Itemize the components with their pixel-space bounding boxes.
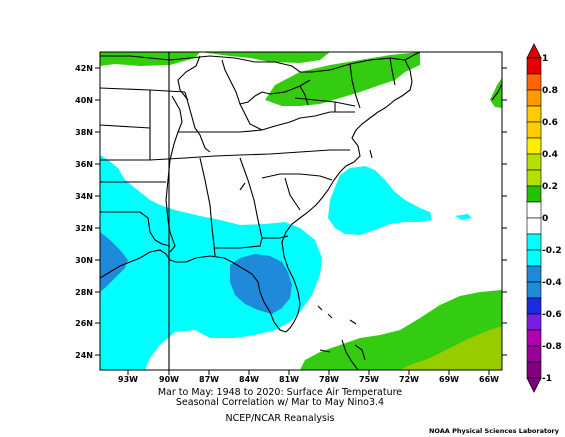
colorbar-label: -0.4: [542, 278, 562, 288]
colorbar-swatch: [526, 297, 542, 315]
colorbar-top-arrow: [526, 43, 542, 59]
shaded-regions: [100, 52, 502, 370]
colorbar-swatch: [526, 233, 542, 251]
map-title-line1: Mar to May: 1948 to 2020: Surface Air Te…: [157, 387, 403, 398]
colorbar-swatch: [526, 265, 542, 283]
longitude-axis: 93W 90W 87W 84W 81W 78W 75W 72W 69W 66W: [118, 370, 499, 384]
yellowgreen-region-southeast: [400, 326, 502, 370]
colorbar-label: 0.4: [542, 150, 558, 160]
lat-tick-label: 28N: [75, 288, 93, 297]
colorbar-swatch: [526, 137, 542, 155]
lat-tick-label: 24N: [75, 351, 93, 360]
lat-tick-label: 36N: [75, 160, 93, 169]
lat-tick-label: 34N: [75, 192, 93, 201]
colorbar-swatch: [526, 169, 542, 187]
lon-tick-label: 72W: [399, 375, 419, 384]
lat-tick-label: 30N: [75, 256, 93, 265]
colorbar-swatch: [526, 329, 542, 347]
lon-tick-label: 84W: [239, 375, 259, 384]
credit-label: NOAA Physical Sciences Laboratory: [428, 427, 559, 435]
colorbar-label: 1: [542, 54, 548, 64]
lat-tick-label: 40N: [75, 96, 93, 105]
lon-tick-label: 90W: [159, 375, 179, 384]
blue-region-west-gulf: [100, 232, 128, 292]
lon-tick-label: 81W: [279, 375, 299, 384]
colorbar-swatch: [526, 73, 542, 91]
lon-tick-label: 69W: [439, 375, 459, 384]
lat-tick-label: 42N: [75, 64, 93, 73]
colorbar-label: -0.8: [542, 342, 562, 352]
colorbar-swatch: [526, 217, 542, 235]
lat-tick-label: 32N: [75, 224, 93, 233]
colorbar-swatch: [526, 185, 542, 203]
lon-tick-label: 66W: [479, 375, 499, 384]
colorbar-swatch: [526, 281, 542, 299]
colorbar-label: -1: [542, 374, 552, 384]
lon-tick-label: 87W: [199, 375, 219, 384]
colorbar-label: 0: [542, 214, 548, 224]
colorbar-label: 0.2: [542, 182, 558, 192]
colorbar-label: -0.2: [542, 246, 562, 256]
colorbar-swatch: [526, 201, 542, 219]
colorbar-swatch: [526, 121, 542, 139]
colorbar-label: 0.8: [542, 86, 558, 96]
lat-tick-label: 26N: [75, 319, 93, 328]
lat-tick-label: 38N: [75, 128, 93, 137]
colorbar-label: -0.6: [542, 310, 562, 320]
dataset-label: NCEP/NCAR Reanalysis: [225, 413, 335, 424]
lon-tick-label: 75W: [359, 375, 379, 384]
plot-frame: [99, 51, 503, 371]
colorbar-label: 0.6: [542, 118, 558, 128]
colorbar-swatch: [526, 345, 542, 363]
colorbar-swatch: [526, 105, 542, 123]
map-title-line2: Seasonal Correlation w/ Mar to May Nino3…: [175, 397, 385, 408]
lon-tick-label: 93W: [118, 375, 138, 384]
coastlines-and-borders: [100, 52, 502, 370]
colorbar-swatch: [526, 153, 542, 171]
colorbar-swatch: [526, 249, 542, 267]
colorbar-swatch: [526, 313, 542, 331]
cyan-region-west: [100, 155, 322, 370]
colorbar: 1 0.8 0.6 0.4 0.2 0 -0.2 -0.4 -0.6 -0.8 …: [526, 43, 562, 393]
colorbar-swatch: [526, 361, 542, 379]
colorbar-swatch: [526, 89, 542, 107]
colorbar-swatch: [526, 57, 542, 75]
colorbar-bottom-arrow: [526, 377, 542, 393]
cyan-region-atlantic: [328, 166, 432, 235]
lon-tick-label: 78W: [319, 375, 339, 384]
latitude-axis: 42N 40N 38N 36N 34N 32N 30N 28N 26N 24N: [75, 64, 507, 360]
blue-region-florida: [230, 254, 292, 314]
